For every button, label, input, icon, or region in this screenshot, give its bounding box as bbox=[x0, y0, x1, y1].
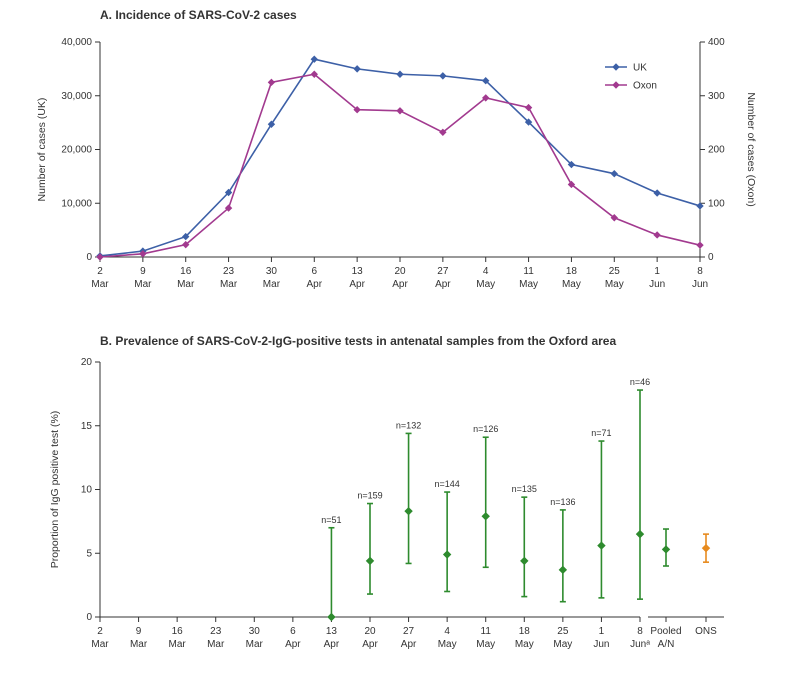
svg-text:Mar: Mar bbox=[220, 279, 238, 290]
svg-text:300: 300 bbox=[708, 91, 725, 102]
svg-text:5: 5 bbox=[86, 548, 92, 559]
svg-text:n=132: n=132 bbox=[396, 420, 421, 430]
svg-text:n=71: n=71 bbox=[591, 428, 611, 438]
svg-text:23: 23 bbox=[223, 266, 235, 277]
panel-b-chart: 0 5 10 15 20 Proportion of IgG positive test … bbox=[0, 352, 800, 688]
svg-text:18: 18 bbox=[566, 266, 578, 277]
svg-text:Mar: Mar bbox=[246, 639, 264, 650]
svg-text:20: 20 bbox=[81, 357, 93, 368]
svg-text:Apr: Apr bbox=[349, 279, 365, 290]
svg-text:May: May bbox=[562, 279, 581, 290]
svg-text:8: 8 bbox=[637, 626, 643, 637]
svg-text:A/N: A/N bbox=[658, 639, 675, 650]
svg-text:15: 15 bbox=[81, 421, 93, 432]
svg-text:Mar: Mar bbox=[169, 639, 187, 650]
svg-text:May: May bbox=[605, 279, 624, 290]
svg-text:n=51: n=51 bbox=[321, 515, 341, 525]
svg-text:27: 27 bbox=[437, 266, 449, 277]
svg-text:9: 9 bbox=[140, 266, 146, 277]
svg-text:Jun: Jun bbox=[649, 279, 665, 290]
svg-text:Jun: Jun bbox=[593, 639, 609, 650]
svg-text:4: 4 bbox=[444, 626, 450, 637]
svg-text:n=46: n=46 bbox=[630, 377, 650, 387]
svg-text:0: 0 bbox=[86, 252, 92, 263]
svg-text:0: 0 bbox=[86, 612, 92, 623]
svg-text:Mar: Mar bbox=[177, 279, 195, 290]
svg-text:13: 13 bbox=[352, 266, 364, 277]
svg-text:Apr: Apr bbox=[324, 639, 340, 650]
svg-text:Pooled: Pooled bbox=[650, 626, 681, 637]
svg-text:n=159: n=159 bbox=[357, 491, 382, 501]
svg-text:16: 16 bbox=[172, 626, 184, 637]
svg-text:25: 25 bbox=[557, 626, 569, 637]
svg-text:Mar: Mar bbox=[91, 639, 109, 650]
svg-text:200: 200 bbox=[708, 145, 725, 156]
svg-text:2: 2 bbox=[97, 626, 103, 637]
svg-text:May: May bbox=[515, 639, 534, 650]
svg-text:11: 11 bbox=[523, 266, 534, 277]
svg-text:6: 6 bbox=[290, 626, 296, 637]
svg-text:Proportion of IgG positive tes: Proportion of IgG positive test (%) bbox=[49, 411, 61, 569]
svg-text:400: 400 bbox=[708, 37, 725, 48]
svg-text:4: 4 bbox=[483, 266, 489, 277]
svg-text:Oxon: Oxon bbox=[633, 81, 657, 92]
svg-text:Mar: Mar bbox=[130, 639, 148, 650]
svg-text:100: 100 bbox=[708, 198, 725, 209]
svg-text:9: 9 bbox=[136, 626, 142, 637]
svg-text:Mar: Mar bbox=[91, 279, 109, 290]
svg-text:ONS: ONS bbox=[695, 626, 717, 637]
svg-text:Mar: Mar bbox=[134, 279, 152, 290]
svg-text:6: 6 bbox=[312, 266, 318, 277]
panel-a-title: A. Incidence of SARS-CoV-2 cases bbox=[100, 8, 297, 22]
svg-text:Number of cases (UK): Number of cases (UK) bbox=[36, 98, 48, 202]
svg-text:30: 30 bbox=[266, 266, 278, 277]
svg-text:Apr: Apr bbox=[285, 639, 301, 650]
svg-text:n=144: n=144 bbox=[435, 479, 460, 489]
panel-a-chart: 0 10,000 20,000 30,000 40,000 0 100 200 300 400 2 M… bbox=[0, 22, 800, 322]
svg-text:Junᵃ: Junᵃ bbox=[630, 639, 650, 650]
svg-text:18: 18 bbox=[519, 626, 531, 637]
svg-text:May: May bbox=[476, 279, 495, 290]
svg-text:Apr: Apr bbox=[362, 639, 378, 650]
svg-text:May: May bbox=[438, 639, 457, 650]
svg-text:27: 27 bbox=[403, 626, 415, 637]
svg-text:May: May bbox=[553, 639, 572, 650]
svg-text:11: 11 bbox=[481, 626, 492, 637]
svg-text:16: 16 bbox=[180, 266, 192, 277]
svg-text:Apr: Apr bbox=[392, 279, 408, 290]
svg-text:Number of cases (Oxon): Number of cases (Oxon) bbox=[745, 92, 757, 206]
svg-text:10: 10 bbox=[81, 485, 93, 496]
svg-text:1: 1 bbox=[654, 266, 660, 277]
svg-text:Mar: Mar bbox=[207, 639, 225, 650]
svg-text:20,000: 20,000 bbox=[61, 145, 92, 156]
svg-text:20: 20 bbox=[394, 266, 406, 277]
svg-text:20: 20 bbox=[364, 626, 376, 637]
svg-text:40,000: 40,000 bbox=[61, 37, 92, 48]
svg-text:n=126: n=126 bbox=[473, 424, 498, 434]
svg-text:Apr: Apr bbox=[435, 279, 451, 290]
svg-text:n=135: n=135 bbox=[512, 484, 537, 494]
svg-text:Apr: Apr bbox=[401, 639, 417, 650]
svg-text:30,000: 30,000 bbox=[61, 91, 92, 102]
svg-text:Apr: Apr bbox=[307, 279, 323, 290]
svg-text:n=136: n=136 bbox=[550, 497, 575, 507]
panel-b-title: B. Prevalence of SARS-CoV-2-IgG-positive… bbox=[100, 334, 616, 348]
svg-text:Mar: Mar bbox=[263, 279, 281, 290]
svg-text:23: 23 bbox=[210, 626, 222, 637]
svg-text:UK: UK bbox=[633, 63, 647, 74]
svg-text:25: 25 bbox=[609, 266, 621, 277]
svg-text:May: May bbox=[476, 639, 495, 650]
svg-text:10,000: 10,000 bbox=[61, 198, 92, 209]
svg-text:8: 8 bbox=[697, 266, 703, 277]
svg-text:Jun: Jun bbox=[692, 279, 708, 290]
svg-text:1: 1 bbox=[599, 626, 605, 637]
svg-text:2: 2 bbox=[97, 266, 103, 277]
figure: A. Incidence of SARS-CoV-2 cases 0 10,000… bbox=[0, 0, 800, 688]
svg-text:May: May bbox=[519, 279, 538, 290]
svg-text:13: 13 bbox=[326, 626, 338, 637]
svg-text:30: 30 bbox=[249, 626, 261, 637]
svg-text:0: 0 bbox=[708, 252, 714, 263]
